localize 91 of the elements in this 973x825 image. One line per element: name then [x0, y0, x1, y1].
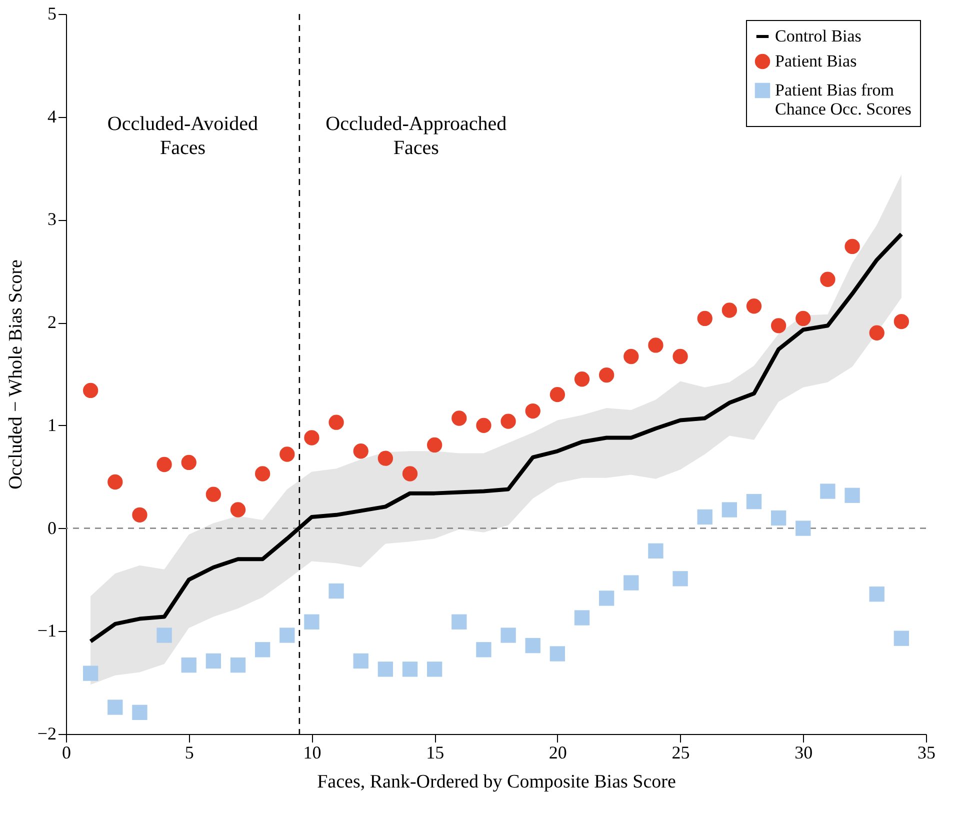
y-tick-label: 1 — [48, 414, 56, 435]
point — [353, 444, 368, 459]
point — [844, 238, 860, 254]
point — [402, 466, 418, 482]
point — [869, 325, 884, 340]
point — [796, 520, 811, 536]
point — [624, 348, 639, 364]
x-tick-label: 35 — [918, 742, 936, 762]
point — [574, 610, 590, 626]
point — [500, 414, 516, 429]
legend-label: Patient Bias — [775, 52, 857, 70]
point — [722, 502, 738, 518]
point — [476, 418, 492, 433]
point — [452, 410, 467, 426]
legend-label: Control Bias — [775, 26, 862, 46]
point — [550, 646, 566, 662]
y-tick-label: −1 — [37, 620, 56, 641]
point — [328, 583, 344, 599]
y-tick-label: 5 — [48, 4, 56, 24]
point — [796, 310, 811, 326]
annotation: Occluded-Avoided Faces — [107, 113, 258, 159]
point — [894, 630, 910, 646]
point — [624, 575, 639, 590]
point — [770, 318, 786, 334]
point — [206, 653, 222, 669]
point — [82, 666, 98, 681]
point — [108, 700, 123, 715]
point — [254, 466, 270, 482]
point — [844, 488, 860, 503]
point — [206, 486, 222, 502]
point — [254, 642, 270, 658]
point — [378, 662, 394, 677]
point — [770, 510, 786, 526]
legend-label: Patient Bias from Chance Occ. Scores — [775, 80, 912, 118]
point — [648, 543, 664, 558]
point — [280, 628, 295, 643]
point — [402, 662, 418, 677]
point — [426, 437, 442, 453]
point — [156, 628, 172, 643]
point — [746, 298, 762, 314]
point — [304, 430, 320, 446]
point — [353, 653, 368, 669]
y-axis-title: Occluded − Whole Bias Score — [5, 260, 26, 490]
point — [304, 614, 320, 630]
point — [697, 509, 712, 525]
x-tick-label: 15 — [426, 742, 444, 762]
point — [550, 387, 566, 402]
point — [378, 450, 394, 466]
point — [820, 484, 836, 499]
point — [280, 446, 295, 462]
point — [894, 314, 910, 330]
point — [132, 507, 148, 522]
x-tick-label: 0 — [62, 742, 71, 762]
point — [181, 658, 196, 673]
point — [648, 338, 664, 353]
point — [82, 382, 98, 398]
point — [230, 502, 246, 518]
x-tick-label: 10 — [303, 742, 322, 762]
x-tick-label: 20 — [548, 742, 567, 762]
point — [230, 658, 246, 673]
point — [452, 614, 467, 630]
x-tick-label: 30 — [794, 742, 813, 762]
point — [181, 454, 196, 470]
point — [525, 403, 540, 419]
x-tick-label: 25 — [672, 742, 690, 762]
annotation: Occluded-Approached Faces — [326, 113, 507, 159]
point — [746, 494, 762, 510]
point — [156, 456, 172, 472]
point — [869, 586, 884, 602]
x-axis-title: Faces, Rank-Ordered by Composite Bias Score — [317, 772, 676, 792]
point — [132, 704, 148, 720]
point — [598, 367, 614, 383]
y-tick-label: 2 — [48, 312, 56, 332]
y-tick-label: −2 — [37, 724, 56, 744]
point — [598, 590, 614, 606]
point — [672, 571, 688, 586]
point — [426, 662, 442, 677]
point — [476, 642, 492, 658]
point — [108, 474, 123, 490]
point — [328, 414, 344, 430]
y-tick-label: 4 — [48, 106, 56, 126]
point — [672, 348, 688, 364]
y-tick-label: 0 — [48, 518, 56, 538]
point — [500, 628, 516, 643]
y-tick-label: 3 — [48, 209, 56, 230]
point — [820, 272, 836, 287]
point — [574, 372, 590, 387]
point — [697, 310, 712, 326]
point — [722, 302, 738, 318]
point — [525, 638, 540, 654]
x-tick-label: 5 — [184, 742, 194, 762]
